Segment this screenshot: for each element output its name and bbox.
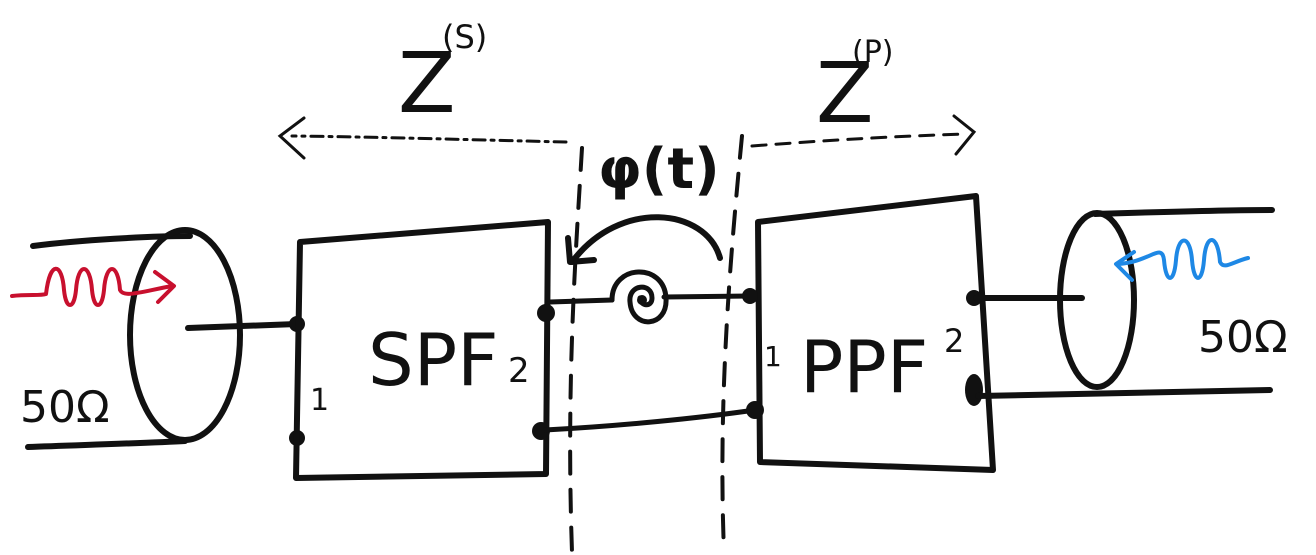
spiral-center: [637, 295, 647, 305]
ppf-port2-bottom-node: [965, 374, 983, 406]
z-s-label: Z: [398, 34, 456, 132]
spf-port2-top-node: [537, 304, 555, 322]
wavy-arrow-right-icon: [10, 266, 176, 307]
z-s-arrowhead: [277, 116, 306, 160]
ppf-port1-top-node: [742, 288, 758, 304]
phase-label: φ(t): [598, 137, 720, 202]
z-s-superscript: (S): [442, 18, 487, 56]
spiral-arrow-icon: [609, 269, 669, 325]
ppf-port1-bottom-node: [746, 401, 764, 419]
z-p-superscript: (P): [852, 35, 894, 70]
right-impedance-label: 50Ω: [1198, 312, 1288, 363]
spf-port2-label: 2: [508, 351, 530, 391]
phase-curved-arrow: [565, 214, 723, 265]
z-p-arrowhead: [952, 114, 977, 156]
spf-label: SPF: [368, 318, 499, 402]
left-coax-line: [25, 227, 300, 450]
reference-planes: [568, 134, 744, 554]
left-impedance-label: 50Ω: [20, 382, 110, 433]
ppf-port2-label: 2: [944, 322, 964, 360]
z-s-arrow: [290, 134, 568, 144]
ppf-block: [755, 193, 996, 473]
ppf-label: PPF: [800, 325, 928, 409]
right-coax-line: [973, 207, 1275, 399]
spf-port1-label: 1: [310, 383, 329, 418]
wavy-arrow-left-icon: [1114, 238, 1250, 282]
z-p-label: Z: [816, 44, 874, 142]
z-p-arrow: [750, 132, 968, 148]
z-p-main: Z: [816, 44, 874, 142]
spf-port2-bottom-node: [532, 422, 550, 440]
phase-wires: [542, 293, 758, 433]
spf-block: [293, 219, 551, 481]
ppf-port1-label: 1: [764, 340, 782, 373]
z-s-main: Z: [398, 34, 456, 132]
